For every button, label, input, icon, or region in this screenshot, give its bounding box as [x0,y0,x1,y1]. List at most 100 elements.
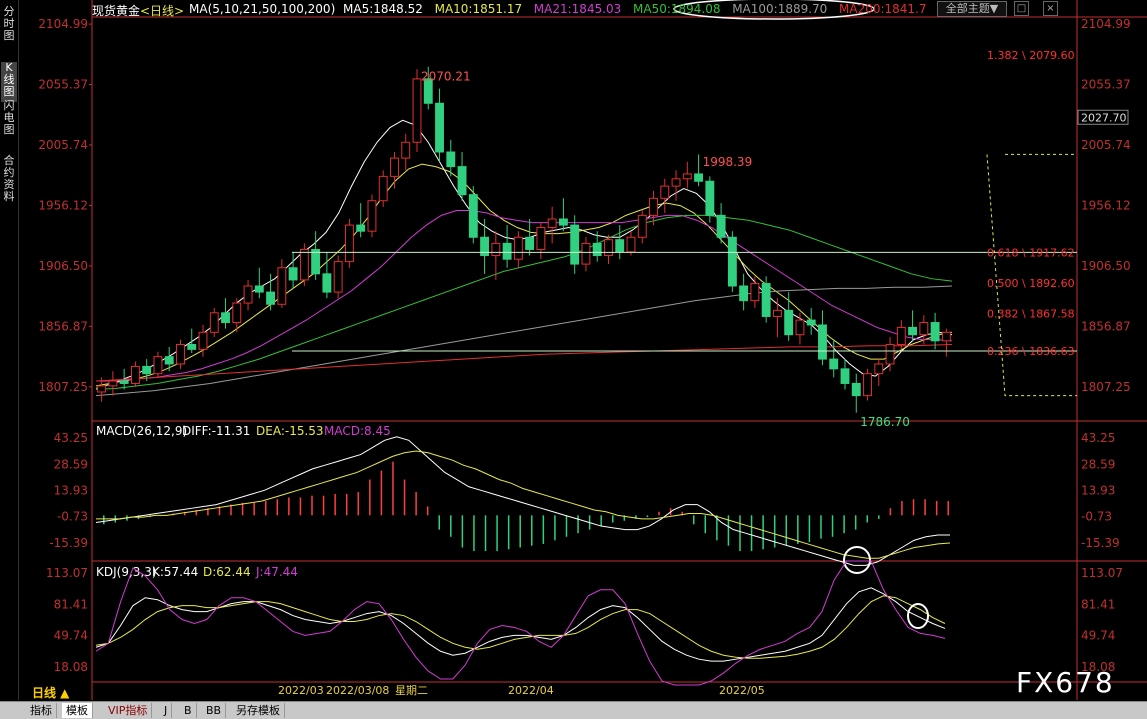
chart-canvas[interactable]: 2104.99 2104.99 2055.37 2055.37 2005.74 2005.… [0,0,1147,700]
candle-body [705,180,715,216]
symbol-title: 现货黄金 [92,4,141,18]
kdj-tick-left: 18.08 [54,660,88,674]
tab-kline[interactable]: K线图 [1,62,17,102]
tab-save-template[interactable]: 另存模板 [232,703,285,718]
candle-body [435,102,444,153]
candle-body [491,242,501,257]
candle-body [615,239,625,253]
macd-dea: DEA:-15.53 [256,424,324,438]
candle-body [130,365,140,384]
highlight-circle-ma [673,0,875,20]
candle-body [176,343,185,365]
candle-body [592,242,602,257]
candle-body [795,319,805,336]
kdj-tick-left: 113.07 [46,566,88,580]
candle-body [97,385,107,393]
tab-j[interactable]: J [160,703,173,718]
ma-line-ma10 [95,163,953,387]
kdj-tick-right: 81.41 [1081,597,1115,611]
macd-tick-left: -0.73 [57,510,88,524]
candle-body [356,224,366,232]
kdj-k: K:57.44 [152,565,198,579]
candle-body [277,267,287,305]
price-tick-right: 1856.87 [1081,319,1131,333]
candle-body [243,285,253,304]
candle-body [941,331,951,342]
candle-body [727,236,737,287]
sidebar: 分时图 K线图 闪电图 合约资料 [0,0,19,700]
candle-body [378,175,388,202]
tab-contract-info[interactable]: 合约资料 [3,154,15,203]
price-tick-left: 1807.25 [38,380,88,394]
price-tick-left: 1856.87 [38,319,88,333]
period-tag[interactable]: <日线> [140,4,185,18]
current-price-label: 2027.70 [1081,111,1127,124]
cursor-date: 2022/03/08 [326,684,389,697]
macd-tick-right: -15.39 [1081,536,1120,550]
candle-body [108,380,118,387]
candle-body [784,309,794,336]
candle-body [423,78,433,104]
price-tick-left: 2104.99 [38,17,88,31]
price-tick-right: 2104.99 [1081,17,1131,31]
macd-diff: DIFF:-11.31 [182,424,250,438]
fib-label: 0.618 \ 1917.62 [987,246,1075,259]
candle-body [164,356,174,365]
candle-body [390,157,399,177]
fib-label: 1.382 \ 2079.60 [987,49,1075,62]
candle-body [772,309,782,317]
highlight-circle-macd [843,546,871,574]
all-themes-dropdown[interactable]: 全部主题▼ [937,1,1007,17]
close-icon[interactable]: × [1043,1,1058,16]
kdj-tick-right: 49.74 [1081,629,1115,643]
maximize-icon[interactable]: □ [1014,1,1029,16]
macd-line-diff [95,436,950,566]
candle-body [153,356,163,375]
macd-value: MACD:8.45 [324,424,391,438]
tab-b[interactable]: B [180,703,197,718]
tab-templates[interactable]: 模板 [62,703,93,718]
fib-bracket-side [986,154,1077,397]
candle-body [930,322,940,342]
kdj-j: J:47.44 [255,565,298,579]
candle-body [457,166,467,196]
macd-tick-left: 43.25 [54,431,88,445]
candle-body [604,239,613,257]
candle-body [716,214,726,238]
kdj-line-k [95,587,946,662]
annotation-low: 1786.70 [860,415,910,429]
candle-body [209,312,219,333]
macd-tick-left: 13.93 [54,483,88,497]
candle-body [266,291,276,305]
candle-body [344,224,354,263]
macd-tick-right: 43.25 [1081,431,1115,445]
current-price-box [1077,109,1129,125]
macd-tick-right: 28.59 [1081,457,1115,471]
candle-body [581,242,591,265]
period-selector[interactable]: 日线 ▲ [32,686,70,700]
candle-body [840,368,850,384]
candle-body [232,302,242,324]
candle-body [525,236,535,250]
fib-label: 0.500 \ 1892.60 [987,277,1075,290]
price-tick-right: 1956.12 [1081,198,1131,212]
candle-body [502,242,512,260]
candle-body [649,197,658,216]
tab-bb[interactable]: BB [202,703,227,718]
candle-body [739,285,749,302]
tab-vip-indicators[interactable]: VIP指标 [104,703,153,718]
candle-body [254,285,264,293]
candle-body [885,343,895,365]
tab-timeshare[interactable]: 分时图 [3,5,15,42]
tab-indicators[interactable]: 指标 [26,703,57,718]
candle-body [682,173,692,180]
candle-body [401,141,411,159]
kdj-tick-left: 81.41 [54,597,88,611]
candle-body [142,365,152,375]
tab-lightning[interactable]: 闪电图 [3,99,15,136]
fib-label: 0.236 \ 1836.63 [987,345,1075,358]
candle-body [761,283,771,317]
candle-body [299,248,309,281]
price-tick-left: 1956.12 [38,198,88,212]
candle-body [412,78,422,143]
